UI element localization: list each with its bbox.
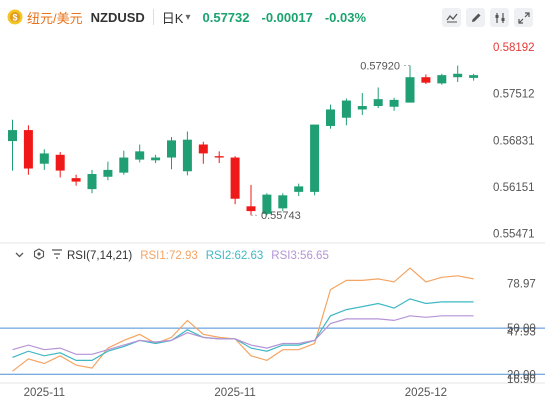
candle-body[interactable] [294, 186, 304, 192]
candle-body[interactable] [405, 77, 415, 103]
candle-body[interactable] [167, 140, 176, 158]
period-label: 日K [161, 10, 184, 26]
candle-body[interactable] [71, 178, 81, 182]
pair-code: NZDUSD [90, 9, 145, 25]
candle-body[interactable] [262, 194, 272, 214]
chart-header: $ 纽元/美元 NZDUSD 日K ▾ 0.57732 -0.00017 -0.… [0, 0, 545, 34]
rsi2-value: RSI2:62.63 [205, 249, 264, 262]
current-price: 0.57732 [202, 9, 250, 25]
chevron-down-icon: ▾ [185, 11, 191, 23]
rsi3-line [12, 315, 474, 355]
x-axis-date-label: 2025-12 [405, 387, 447, 399]
candle-body[interactable] [246, 206, 256, 212]
rsi-y-tick-label: 16.90 [507, 374, 536, 386]
candle-body[interactable] [310, 124, 320, 192]
hexagon-settings-icon[interactable] [33, 248, 45, 263]
candle-body[interactable] [182, 139, 192, 172]
chart-toolbar [442, 8, 533, 27]
candle-body[interactable] [39, 153, 49, 164]
candle-body[interactable] [103, 169, 113, 177]
candle-body[interactable] [278, 195, 288, 209]
x-axis: 2025-11 2025-11 2025-12 [24, 387, 447, 399]
rsi-y-tick-label: 20.00 [507, 369, 536, 381]
high-annotation-label: 0.57920 [360, 61, 400, 73]
rsi3-value: RSI3:56.65 [271, 249, 329, 262]
rsi-indicator-name: RSI(7,14,21) [67, 249, 133, 262]
price-change: -0.00017 [261, 9, 313, 25]
price-change-percent: -0.03% [324, 9, 367, 25]
line-chart-icon[interactable] [442, 8, 461, 27]
pair-name-cn: 纽元/美元 [27, 10, 83, 26]
price-pane: 0.58192 0.57512 0.56831 0.56151 0.55471 0.579… [8, 42, 535, 241]
rsi2-line [12, 298, 474, 361]
price-y-tick-label: 0.57512 [493, 89, 535, 101]
rsi-legend: RSI(7,14,21) RSI1:72.93 RSI2:62.63 RSI3:… [14, 248, 329, 263]
low-annotation-label: 0.55743 [261, 210, 301, 222]
candle-body[interactable] [389, 99, 399, 107]
candle-body[interactable] [341, 100, 351, 118]
candle-body[interactable] [373, 99, 383, 107]
candle-body[interactable] [326, 109, 335, 126]
candle-body[interactable] [55, 154, 65, 171]
currency-flag-icon: $ [6, 8, 24, 26]
price-y-tick-label: 0.55471 [493, 229, 535, 241]
candle-body[interactable] [469, 75, 479, 78]
rsi-y-tick-label: 78.97 [507, 279, 536, 291]
candle-body[interactable] [87, 174, 97, 190]
x-axis-date-label: 2025-11 [24, 387, 65, 399]
candle-body[interactable] [453, 73, 463, 78]
candle-body[interactable] [357, 106, 367, 110]
candle-body[interactable] [421, 77, 431, 83]
rsi-y-tick-label: 47.93 [507, 326, 536, 338]
candle-body[interactable] [198, 144, 208, 154]
collapse-chevron-icon[interactable] [14, 249, 25, 263]
svg-text:$: $ [12, 12, 17, 22]
candle-body[interactable] [437, 75, 447, 84]
period-selector[interactable]: 日K ▾ [162, 8, 191, 27]
header-divider [152, 9, 154, 25]
candle-body[interactable] [119, 157, 129, 173]
pencil-icon[interactable] [466, 8, 485, 27]
rsi-y-tick-label: 50.00 [507, 323, 536, 335]
price-y-tick-label: 0.56151 [493, 182, 535, 194]
filter-lines-icon[interactable] [51, 248, 63, 263]
candle-body[interactable] [8, 130, 17, 142]
candle-body[interactable] [23, 130, 33, 169]
candle-body[interactable] [214, 156, 224, 158]
candle-body[interactable] [230, 157, 240, 199]
candle-body[interactable] [151, 157, 161, 161]
price-y-tick-label: 0.58192 [493, 42, 535, 54]
x-axis-date-label: 2025-11 [214, 387, 255, 399]
settings-sliders-icon[interactable] [490, 8, 509, 27]
expand-icon[interactable] [514, 8, 533, 27]
candle-body[interactable] [135, 151, 145, 160]
price-y-tick-label: 0.56831 [493, 135, 535, 147]
rsi1-value: RSI1:72.93 [140, 249, 198, 262]
rsi1-line [12, 267, 474, 372]
